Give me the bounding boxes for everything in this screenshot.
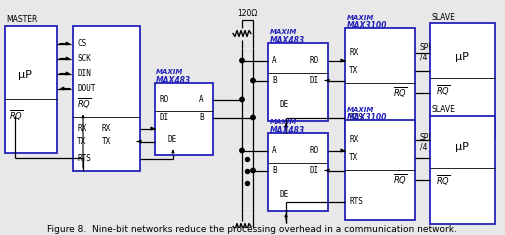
Text: SPI: SPI	[420, 43, 432, 52]
Text: A: A	[272, 56, 277, 65]
Text: RX: RX	[102, 124, 111, 133]
Text: MASTER: MASTER	[6, 16, 37, 24]
Text: SLAVE: SLAVE	[432, 12, 456, 21]
Text: SLAVE: SLAVE	[432, 106, 456, 114]
Text: TX: TX	[102, 137, 111, 146]
Text: μP: μP	[455, 142, 469, 153]
Text: DI: DI	[310, 166, 319, 175]
Text: /4: /4	[420, 52, 428, 61]
Text: $\overline{RQ}$: $\overline{RQ}$	[436, 173, 450, 188]
Text: SCK: SCK	[77, 54, 91, 63]
Text: A: A	[199, 95, 204, 104]
Bar	[5, 26, 57, 153]
Circle shape	[251, 78, 255, 83]
Text: SPI: SPI	[420, 133, 432, 142]
Text: RTS: RTS	[349, 197, 363, 206]
Text: RX: RX	[349, 48, 358, 57]
Text: MAXIM: MAXIM	[156, 70, 183, 75]
Bar	[268, 43, 328, 121]
Text: DOUT: DOUT	[77, 84, 95, 93]
Circle shape	[251, 168, 255, 173]
Text: DE: DE	[167, 135, 176, 144]
Text: TX: TX	[349, 66, 358, 75]
Text: A: A	[272, 146, 277, 155]
Text: MAX3100: MAX3100	[347, 21, 387, 30]
Text: DE: DE	[280, 190, 289, 199]
Text: $\overline{RQ}$: $\overline{RQ}$	[393, 85, 408, 100]
Circle shape	[245, 157, 249, 161]
Circle shape	[245, 169, 249, 173]
Text: DI: DI	[310, 76, 319, 85]
Bar	[430, 115, 495, 223]
Text: B: B	[272, 76, 277, 85]
Text: /4: /4	[420, 142, 428, 151]
Text: MAX3100: MAX3100	[347, 113, 387, 122]
Text: MAX483: MAX483	[156, 76, 191, 85]
Text: RO: RO	[159, 95, 168, 104]
Text: RO: RO	[310, 146, 319, 155]
Text: Figure 8.  Nine-bit networks reduce the processing overhead in a communication n: Figure 8. Nine-bit networks reduce the p…	[47, 226, 457, 235]
Text: MAXIM: MAXIM	[347, 106, 374, 113]
Circle shape	[240, 148, 244, 153]
Bar	[268, 133, 328, 211]
Bar	[345, 120, 415, 219]
Text: B: B	[272, 166, 277, 175]
Circle shape	[245, 181, 249, 185]
Text: TX: TX	[77, 137, 86, 146]
Bar	[155, 82, 213, 154]
Text: $\overline{RQ}$: $\overline{RQ}$	[77, 96, 91, 111]
Text: RO: RO	[310, 56, 319, 65]
Text: RX: RX	[77, 124, 86, 133]
Text: DE: DE	[280, 100, 289, 109]
Text: 120Ω: 120Ω	[237, 9, 257, 19]
Bar	[345, 27, 415, 137]
Text: DIN: DIN	[77, 69, 91, 78]
Circle shape	[251, 115, 255, 120]
Text: $\overline{RQ}$: $\overline{RQ}$	[9, 108, 23, 123]
Circle shape	[240, 58, 244, 63]
Text: RTS: RTS	[77, 154, 91, 163]
Text: RX: RX	[349, 135, 358, 144]
Text: B: B	[199, 113, 204, 122]
Text: MAX483: MAX483	[270, 126, 305, 135]
Text: TX: TX	[349, 153, 358, 162]
Circle shape	[240, 97, 244, 102]
Bar	[73, 26, 140, 171]
Text: MAXIM: MAXIM	[270, 120, 297, 125]
Text: MAXIM: MAXIM	[270, 30, 297, 35]
Text: $\overline{RQ}$: $\overline{RQ}$	[393, 172, 408, 187]
Text: DI: DI	[159, 113, 168, 122]
Bar	[430, 23, 495, 137]
Text: μP: μP	[455, 52, 469, 63]
Text: RTS: RTS	[349, 113, 363, 122]
Text: μP: μP	[18, 70, 32, 81]
Text: MAX483: MAX483	[270, 36, 305, 45]
Text: $\overline{RQ}$: $\overline{RQ}$	[436, 83, 450, 98]
Text: MAXIM: MAXIM	[347, 15, 374, 20]
Text: CS: CS	[77, 39, 86, 48]
